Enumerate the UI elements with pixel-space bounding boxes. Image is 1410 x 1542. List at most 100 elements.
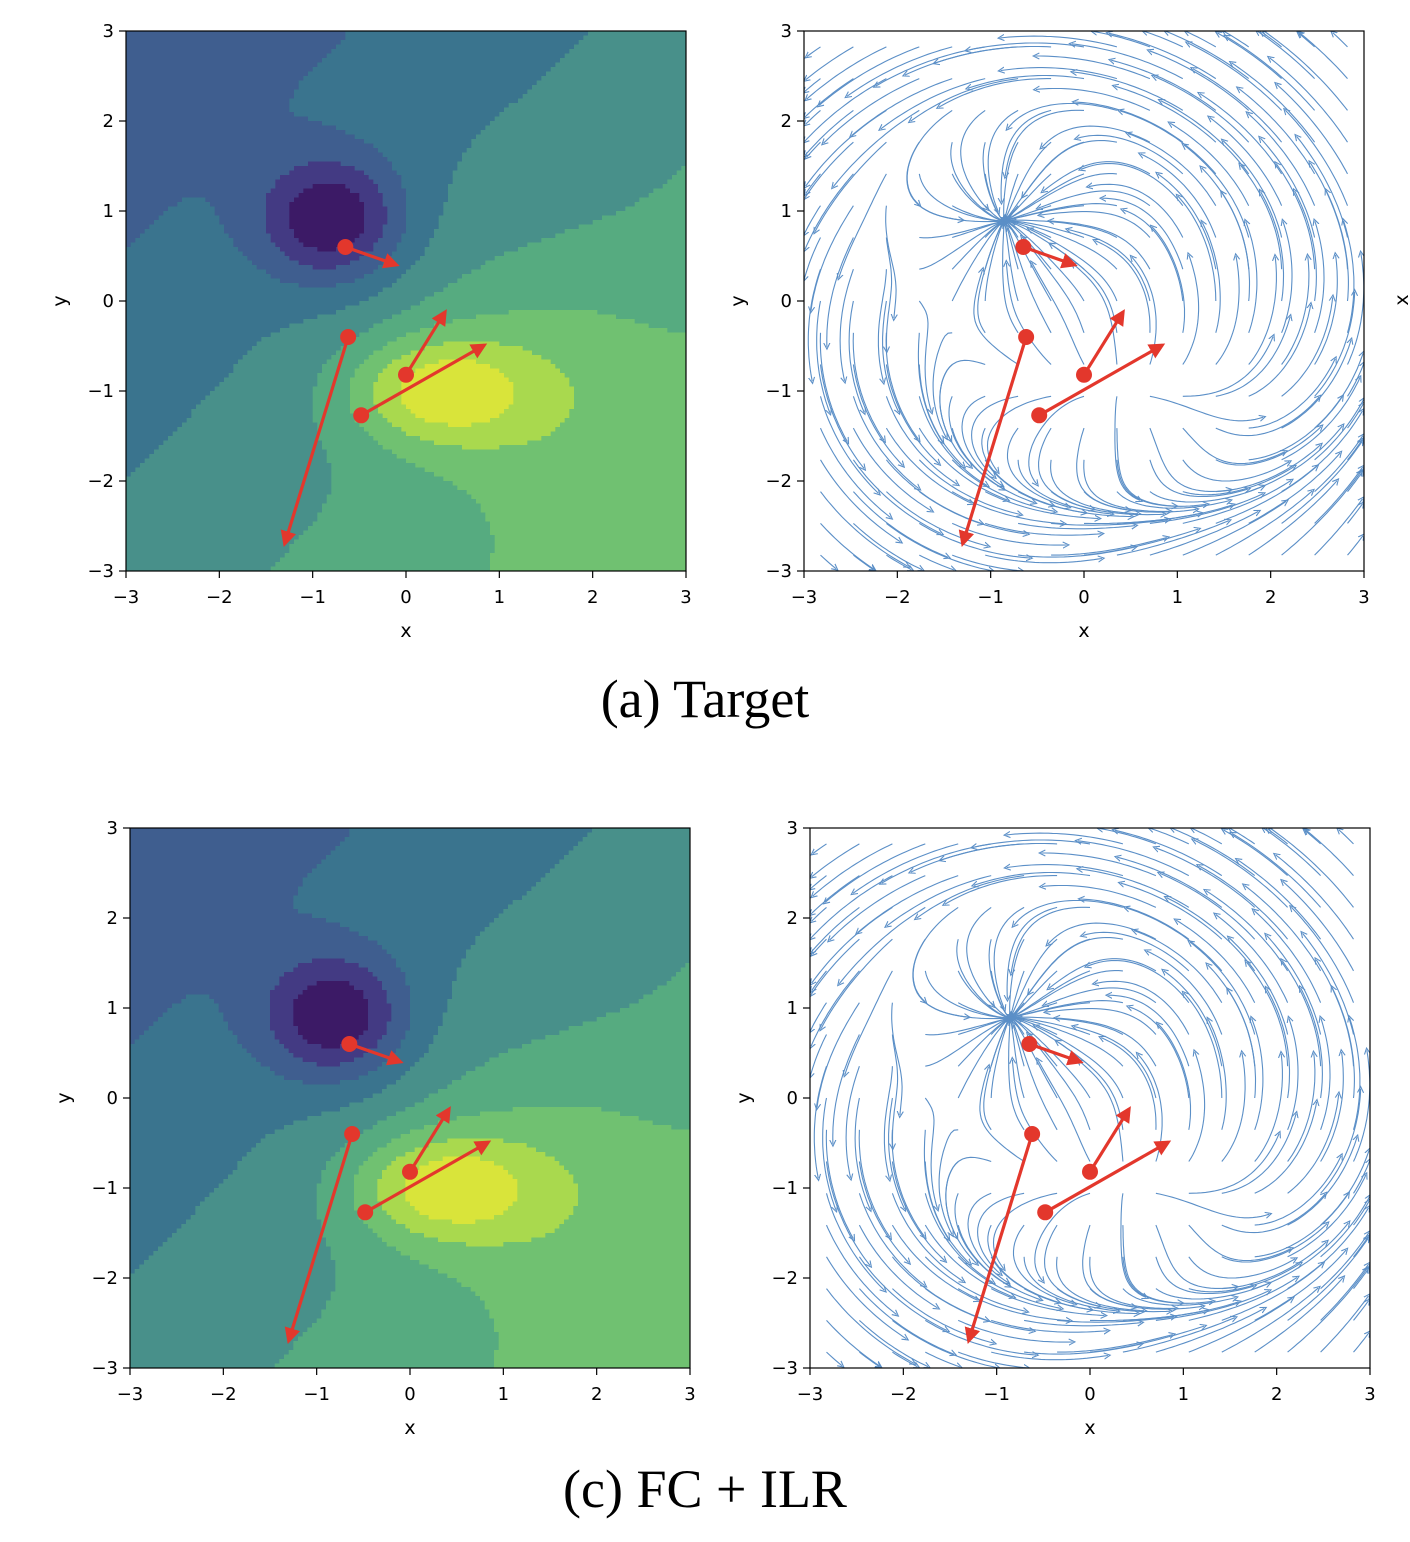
contour-band [377,1039,402,1045]
contour-band [364,206,388,212]
contour-band [568,1170,690,1176]
contour-band [279,981,318,987]
contour-band [316,1318,495,1324]
contour-band [130,1210,196,1216]
contour-band [312,521,491,527]
streamline [1190,942,1256,1035]
force-arrow [348,1042,404,1066]
contour-band [406,229,435,235]
streamline [945,875,1058,905]
streamline [924,1097,937,1209]
y-tick-label: −1 [91,1178,118,1199]
streamline [811,938,860,995]
streamline [918,300,931,412]
contour-band [447,1138,504,1144]
streamline [977,224,1002,334]
contour-band [312,395,351,401]
contour-band [466,949,690,955]
contour-band [373,247,398,253]
contour-band [126,553,286,559]
contour-band [573,846,690,852]
contour-band [582,837,690,843]
streamline [1115,830,1223,877]
contour-band [126,58,323,64]
streamline [1287,1137,1357,1226]
streamline [1076,427,1129,510]
contour-band [331,355,370,361]
contour-band [443,206,626,212]
contour-band [503,909,690,915]
streamline [1164,971,1223,1067]
streamline [1158,174,1217,270]
contour-band [126,458,146,464]
x-tick-label: 0 [1084,1384,1095,1405]
streamline [811,875,893,939]
contour-band [130,1354,285,1360]
contour-band [484,1305,690,1311]
contour-band [130,1089,383,1095]
contour-band [470,945,690,951]
contour-band [144,458,328,464]
x-tick-label: −2 [884,587,911,608]
contour-band [354,373,379,379]
contour-band [316,981,350,987]
streamline [810,1034,827,1077]
y-tick-label: −2 [765,471,792,492]
contour-band [532,85,686,91]
contour-band [298,891,528,897]
contour-band [526,1143,690,1149]
contour-band [340,1147,378,1153]
contour-band [317,436,374,442]
streamline [1347,253,1364,365]
contour-band [126,67,314,73]
streamline [833,1034,860,1144]
streamline [1347,440,1363,461]
streamline [1038,1060,1091,1162]
contour-band [181,999,215,1005]
contour-band [540,877,690,883]
contour-band [182,422,318,428]
contour-band [266,269,374,275]
contour-band [340,346,384,352]
x-tick-label: 2 [1271,1384,1282,1405]
streamline [1238,860,1322,940]
contour-band [354,1134,402,1140]
contour-band [345,305,412,311]
contour-band [364,170,398,176]
contour-band [126,71,309,77]
data-point [1024,1126,1041,1142]
contour-band [270,1066,378,1072]
streamline [853,522,922,569]
contour-band [475,936,690,942]
contour-band [303,319,384,325]
y-tick-label: 1 [107,998,118,1019]
streamline [1281,297,1333,397]
contour-band [205,197,267,203]
contour-band [401,184,449,190]
streamline [1301,988,1323,1099]
contour-band [251,1147,341,1153]
contour-band [498,1332,690,1338]
streamline [1248,397,1342,461]
contour-band [392,283,449,289]
contour-band [457,161,686,167]
streamline [918,396,987,485]
contour-band [490,566,686,571]
contour-band [126,49,332,55]
contour-band [126,472,132,478]
contour-band [391,954,467,960]
plot-area [810,828,1370,1368]
x-tick-label: −3 [797,1384,824,1405]
streamline [1011,906,1091,973]
contour-band [368,431,407,437]
streamline [991,1319,1107,1332]
contour-band [321,1111,397,1117]
contour-band [354,418,388,424]
contour-band [130,1165,238,1171]
force-arrow [344,245,400,269]
contour-band [130,922,341,928]
streamline [1077,135,1184,175]
contour-band [130,1080,304,1086]
contour-band [391,1215,430,1221]
contour-band [270,1003,294,1009]
